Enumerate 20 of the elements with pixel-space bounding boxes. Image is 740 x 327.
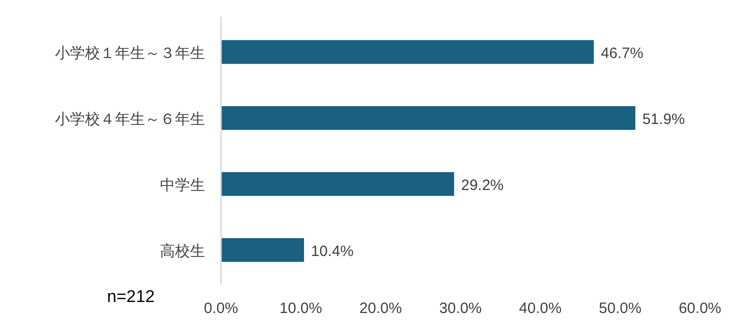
x-tick-label: 20.0% (359, 300, 402, 317)
bar (221, 106, 636, 130)
y-tick-label: 小学校１年生～３年生 (55, 45, 205, 62)
x-tick-label: 10.0% (280, 300, 322, 317)
y-tick-label: 小学校４年生～６年生 (55, 111, 205, 128)
x-tick-label: 50.0% (598, 300, 642, 317)
text: n=212 (107, 287, 155, 306)
data-label: 46.7% (600, 45, 644, 62)
x-tick-label: 60.0% (678, 300, 722, 317)
x-tick-label: 0.0% (204, 300, 238, 317)
x-tick-label: 40.0% (519, 300, 562, 317)
bar (221, 172, 454, 196)
bar (221, 40, 594, 64)
data-label: 51.9% (642, 111, 685, 128)
data-label: 10.4% (311, 243, 354, 260)
data-label: 29.2% (461, 177, 504, 194)
y-tick-label: 高校生 (160, 243, 205, 260)
bar (221, 238, 304, 262)
y-tick-label: 中学生 (160, 177, 205, 194)
x-tick-label: 30.0% (439, 300, 482, 317)
